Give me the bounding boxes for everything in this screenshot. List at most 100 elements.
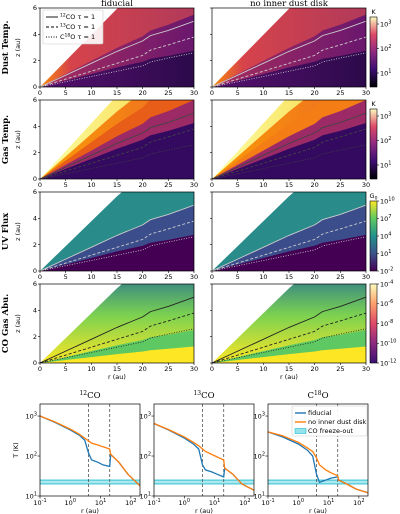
tau-12co [212, 296, 366, 363]
xtick-label: 15 [113, 89, 121, 97]
tau-c18o [40, 236, 194, 271]
uv-flux-min [212, 234, 366, 271]
ytick-label: 0 [33, 83, 37, 91]
xtick-label: 20 [311, 365, 319, 373]
xtick-label: 100 [293, 498, 304, 507]
ylabel: T (K) [12, 442, 20, 458]
row-title-1: Gas Temp. [1, 115, 11, 164]
tau-c18o [212, 144, 366, 179]
xtick-label: 10 [87, 365, 95, 373]
xlabel: r (au) [108, 373, 126, 381]
xtick-label: 20 [311, 181, 319, 189]
profile-layers [154, 404, 254, 496]
profile-layers [40, 404, 140, 496]
xtick-label: 5 [236, 273, 240, 281]
xtick-label: 25 [336, 181, 344, 189]
xtick-label: 30 [362, 181, 370, 189]
colorbar-0: K 101 102 103 [369, 8, 391, 88]
xtick-label: 10 [259, 273, 267, 281]
xtick-label: 5 [236, 365, 240, 373]
xtick-label: 102 [125, 498, 136, 507]
profile-panel-13CO: 13CO 10-1 100 101 102 101 102 103 r (au) [140, 390, 255, 514]
gas-temp-low [40, 123, 194, 179]
tau-13co [212, 36, 366, 87]
xtick-label: 15 [285, 89, 293, 97]
legend-entry-2: CO freeze-out [308, 427, 354, 435]
ytick-label: 4 [33, 215, 37, 223]
plot-area [40, 404, 140, 496]
xtick-label: 25 [336, 89, 344, 97]
xtick-label: 10-1 [261, 498, 274, 507]
colorbar-tick-label: 10-10 [380, 339, 396, 348]
xtick-label: 30 [362, 365, 370, 373]
colorbar-tick-label: 103 [380, 19, 391, 28]
legend-entry-0: 12CO τ = 1 [60, 13, 95, 22]
colorbar-tick-label: 101 [380, 160, 391, 169]
xtick-label: 100 [179, 498, 190, 507]
ytick-label: 101 [254, 491, 265, 500]
uv-flux-min [40, 234, 194, 271]
tau-c18o [212, 236, 366, 271]
ytick-label: 0 [33, 175, 37, 183]
colorbar-label: G0 [370, 192, 378, 202]
co-abundance-low [212, 346, 366, 363]
colorbar-tick-label: 101 [380, 249, 391, 258]
colorbar-scale [369, 283, 378, 364]
xtick-label: 10-1 [147, 498, 160, 507]
map-panel-2-1: 0 5 10 15 20 25 30 [210, 191, 370, 281]
legend-box [42, 9, 104, 45]
series-1 [154, 422, 254, 491]
tau-c18o [212, 328, 366, 363]
freezeout-band [40, 480, 140, 484]
ytick-label: 101 [140, 491, 151, 500]
map-layers [212, 100, 366, 179]
xlabel: r (au) [309, 507, 327, 514]
xtick-label: 25 [164, 89, 172, 97]
series-1 [268, 431, 368, 494]
freezeout-band [268, 480, 368, 484]
map-panel-1-1: 0 5 10 15 20 25 30 [210, 99, 370, 189]
map-layers [40, 192, 194, 271]
ytick-label: 2 [33, 149, 37, 157]
plot-frame [267, 403, 369, 497]
temperature-profiles: 12CO 10-1 100 101 102 101 102 103 r (au) T (K) 13C… [12, 390, 369, 514]
legend-entry-1: 13CO τ = 1 [60, 23, 95, 32]
tau-13co [40, 312, 194, 363]
xtick-label: 25 [336, 273, 344, 281]
colorbar-label: K [371, 100, 376, 108]
xtick-label: 5 [64, 89, 68, 97]
xtick-label: 5 [64, 181, 68, 189]
ytick-label: 102 [26, 451, 37, 460]
map-layers [212, 8, 366, 87]
xtick-label: 30 [362, 89, 370, 97]
colorbar-3: 10-4 10-6 10-8 10-10 10-12 [369, 279, 396, 367]
column-title-0: fiducial [101, 0, 133, 9]
column-title-1: no inner dust disk [250, 0, 329, 9]
ytick-label: 102 [254, 451, 265, 460]
xtick-label: 20 [139, 273, 147, 281]
panel-title: 13CO [193, 390, 214, 401]
xtick-label: 0 [210, 273, 214, 281]
xtick-label: 30 [190, 181, 198, 189]
colorbar-tick-label: 10-4 [380, 279, 393, 288]
map-panel-0-0: 0 2 4 6 0 5 10 15 20 25 30 [33, 4, 198, 97]
plot-frame [39, 403, 141, 497]
xtick-label: 102 [353, 498, 364, 507]
map-layers [40, 8, 194, 87]
xtick-label: 15 [285, 181, 293, 189]
tau-c18o [212, 52, 366, 87]
colorbar-label: K [371, 8, 376, 16]
xtick-label: 15 [113, 181, 121, 189]
xtick-label: 0 [210, 365, 214, 373]
xtick-label: 15 [113, 365, 121, 373]
colorbar-scale [369, 200, 378, 272]
legend-entry-1: no inner dust disk [308, 418, 367, 426]
colorbar-tick-label: 1010 [380, 196, 395, 205]
tau-13co [40, 220, 194, 271]
ytick-label: 103 [26, 411, 37, 420]
map-layers [212, 284, 366, 363]
gas-temp-low [212, 123, 366, 179]
colorbar-tick-label: 101 [380, 68, 391, 77]
